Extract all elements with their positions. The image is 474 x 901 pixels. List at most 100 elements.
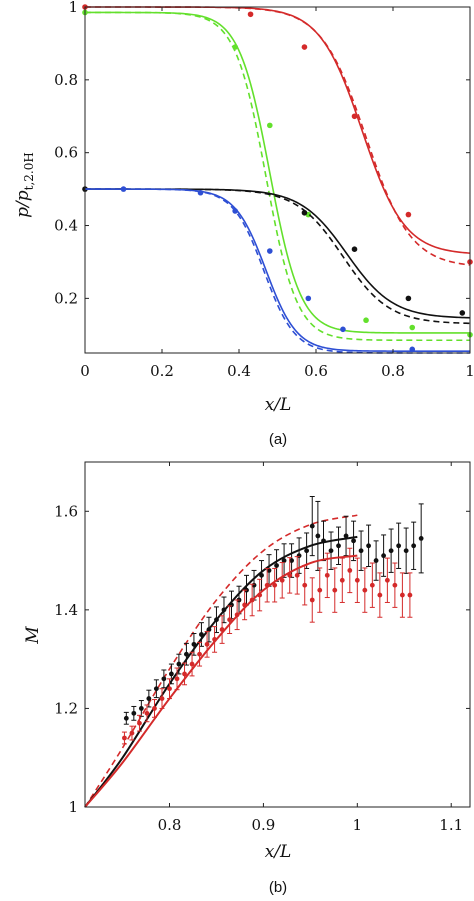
panel-b-series-1-point	[317, 587, 323, 593]
panel-a-series-1-point	[267, 122, 273, 129]
panel-b-x-tick-label: 0.8	[158, 816, 182, 834]
panel-b-series-1-point	[324, 572, 330, 578]
panel-b-series-0-point	[388, 548, 394, 554]
panel-a-series-0-point	[405, 211, 412, 218]
panel-a-y-tick-label: 0.6	[54, 144, 78, 162]
panel-b-series-0-point	[146, 696, 152, 701]
panel-b-y-tick-label: 1	[68, 798, 78, 816]
panel-b-x-tick-label: 0.9	[251, 816, 275, 834]
panel-a-plot-area	[82, 4, 473, 354]
panel-a-series-0-point	[351, 113, 358, 120]
panel-a-x-tick-label: 0.6	[304, 362, 328, 380]
panel-b-series-1-point	[392, 582, 398, 588]
panel-b-series-0-point	[304, 548, 310, 554]
panel-b-x-tick-label: 1.1	[439, 816, 463, 834]
panel-b-y-tick-label: 1.6	[54, 502, 78, 520]
panel-b-series-1-point	[167, 686, 172, 692]
panel-a-series-3-dashed-line	[85, 188, 470, 354]
panel-a-series-1-point	[409, 324, 416, 331]
panel-a-series-0-point	[247, 11, 254, 18]
panel-b-series-0-point	[266, 568, 272, 573]
panel-a-series-3-point	[340, 326, 346, 333]
panel-b-series-1-point	[377, 592, 383, 598]
panel-b-series-0-point	[328, 548, 334, 554]
panel-b-series-0-point	[381, 553, 387, 559]
panel-b-y-tick-label: 1.2	[54, 699, 78, 717]
panel-a-x-tick-label: 0.4	[227, 362, 251, 380]
panel-b-series-1-point	[332, 587, 338, 593]
panel-b-series-1-point	[189, 661, 195, 667]
panel-b-series-1-point	[129, 730, 135, 736]
panel-b-series-1-point	[339, 577, 345, 583]
panel-a-series-1-point	[232, 44, 238, 50]
panel-a-series-1-solid-line	[85, 11, 470, 334]
panel-a-y-tick-label: 1	[68, 0, 78, 16]
panel-b-series-1-point	[407, 592, 413, 598]
panel-b-series-0-point	[403, 548, 409, 554]
panel-b-series-1-point	[227, 617, 233, 623]
panel-a-y-tick-label: 0.4	[54, 217, 78, 235]
panel-a-series-0-point	[301, 44, 308, 50]
panel-b-series-0-point	[373, 558, 379, 563]
panel-b-series-0-point	[131, 710, 137, 716]
panel-a-series-3-point	[232, 208, 238, 214]
panel-b-series-1-point	[182, 671, 187, 677]
panel-b-series-0-point	[153, 686, 159, 692]
panel-a: 0 0.2 0.4 0.6 0.8 1 0.2 0.4 0.6 0.8 1 x/L p/pt,2.0…	[13, 0, 474, 448]
panel-b-x-axis-label: x/L	[265, 842, 292, 862]
panel-a-y-tick-label: 0.2	[54, 289, 78, 307]
panel-b-series-1-dashed-line	[84, 514, 358, 808]
panel-a-x-tick-label: 0.2	[150, 362, 174, 380]
panel-b-y-tick-label: 1.4	[54, 601, 78, 619]
panel-a-x-axis-label: x/L	[265, 395, 292, 415]
panel-b-series-1-point	[354, 577, 360, 583]
panel-b-series-0-point	[358, 548, 364, 554]
panel-b-series-0-point	[176, 661, 182, 667]
panel-b-series-1-solid-line	[84, 554, 358, 808]
panel-b-y-axis-label: M	[23, 626, 43, 645]
panel-b-series-0-point	[138, 706, 144, 711]
panel-b-series-0-point	[309, 523, 315, 529]
panel-b-series-0-point	[366, 543, 371, 549]
panel-b-series-1-point	[347, 568, 353, 573]
panel-b-series-1-point	[399, 592, 405, 598]
panel-a-series-0-solid-line	[85, 6, 471, 254]
panel-b: 0.8 0.9 1 1.1 1 1.2 1.4 1.6 x/L M (b)	[23, 461, 471, 896]
panel-b-series-1-point	[152, 706, 157, 711]
panel-a-frame	[84, 6, 471, 354]
panel-b-series-0-point	[281, 558, 287, 563]
panel-b-series-1-point	[272, 582, 278, 588]
panel-a-y-axis-label: p/pt,2.0H	[13, 152, 36, 218]
panel-b-ticks: 0.8 0.9 1 1.1 1 1.2 1.4 1.6	[54, 462, 470, 834]
panel-b-series-0-point	[418, 535, 424, 541]
panel-b-series-1-point	[204, 641, 210, 647]
panel-a-y-axis-label-sub: t,2.0H	[22, 152, 36, 190]
panel-a-series-2-point	[351, 246, 358, 252]
panel-b-series-0-point	[191, 641, 197, 647]
panel-a-y-tick-label: 0.8	[54, 71, 78, 89]
panel-b-series-0-point	[123, 715, 129, 721]
panel-a-series-1-dashed-line	[85, 11, 470, 342]
panel-a-ticks: 0 0.2 0.4 0.6 0.8 1 0.2 0.4 0.6 0.8 1	[54, 0, 474, 380]
panel-b-series-1-point	[144, 710, 150, 716]
panel-a-series-2-point	[301, 209, 308, 216]
panel-b-series-1-point	[174, 676, 180, 682]
panel-b-series-1-point	[159, 696, 165, 701]
panel-b-series-0-point	[343, 533, 349, 539]
panel-a-caption: (a)	[269, 431, 287, 448]
panel-b-series-0-point	[161, 676, 167, 682]
panel-b-series-0-point	[351, 538, 356, 544]
panel-b-series-1-point	[197, 651, 202, 657]
panel-b-series-0-solid-line	[84, 535, 358, 808]
panel-a-y-axis-label-main: p/p	[13, 190, 33, 218]
panel-b-series-1-point	[279, 577, 285, 583]
panel-b-series-0-point	[336, 543, 341, 549]
panel-a-series-3-point	[197, 189, 204, 196]
panel-b-series-1-point	[369, 582, 375, 588]
panel-b-x-tick-label: 1	[353, 816, 363, 834]
panel-a-series-2-point	[405, 295, 412, 302]
panel-a-series-3-point	[409, 346, 416, 353]
panel-b-series-0-point	[411, 543, 417, 549]
panel-b-series-1-point	[362, 587, 368, 593]
